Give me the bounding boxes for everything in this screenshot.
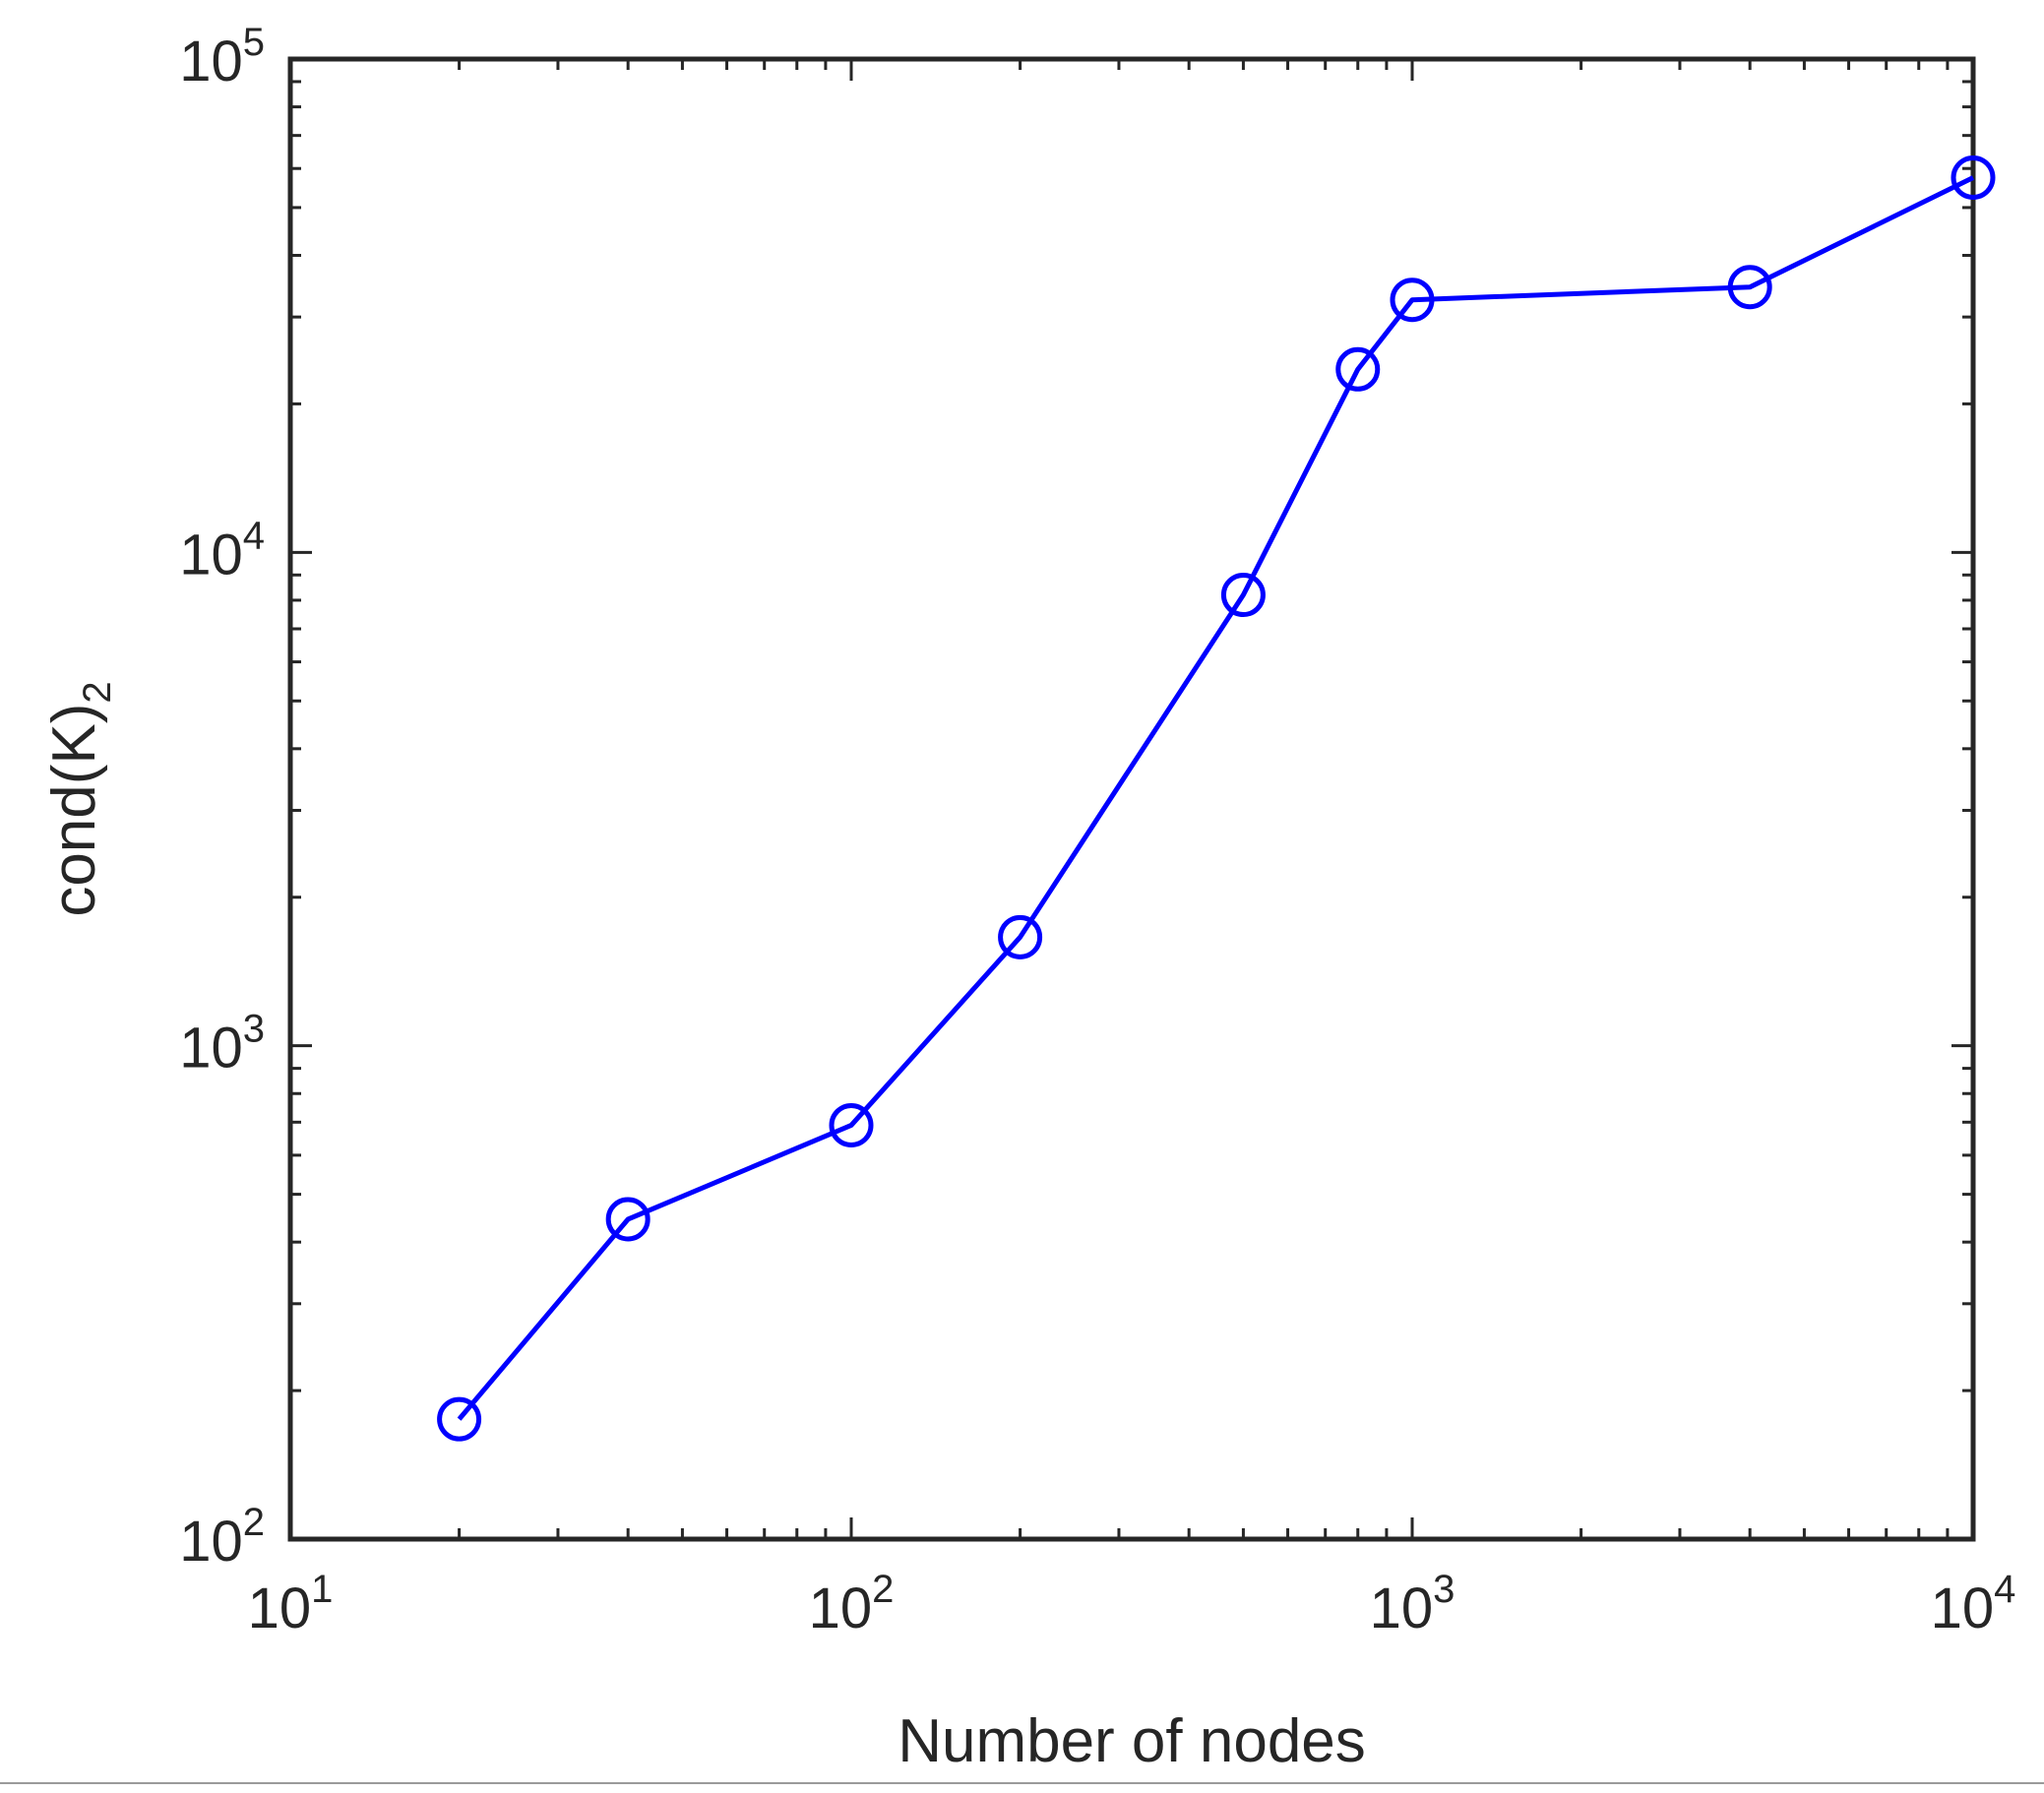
data-point: [998, 914, 1043, 959]
data-point: [605, 1197, 650, 1242]
series-layer: [437, 155, 1996, 1442]
x-tick-label: 101: [248, 1568, 334, 1640]
y-axis-label: cond(K)2: [40, 681, 119, 916]
data-point: [1220, 573, 1266, 618]
series-line: [457, 175, 1975, 1421]
x-tick-label: 103: [1370, 1568, 1456, 1640]
axes-box: [287, 56, 1976, 1542]
y-tick-label: 102: [179, 1501, 265, 1574]
data-point: [1727, 265, 1772, 310]
y-axis-label-main: cond(K): [40, 704, 108, 917]
data-point: [437, 1396, 482, 1442]
x-tick-label: 102: [809, 1568, 895, 1640]
y-tick-label: 105: [179, 21, 265, 93]
x-tick-label: 104: [1931, 1568, 2016, 1640]
plot-area: [287, 56, 1976, 1542]
data-point: [829, 1102, 874, 1147]
data-point: [1335, 346, 1381, 392]
y-axis-label-subscript: 2: [76, 681, 119, 703]
data-point: [1951, 155, 1996, 200]
data-point: [1390, 278, 1435, 323]
y-tick-label: 103: [179, 1008, 265, 1081]
y-tick-label: 104: [179, 514, 265, 587]
x-axis-label: Number of nodes: [898, 1707, 1366, 1775]
